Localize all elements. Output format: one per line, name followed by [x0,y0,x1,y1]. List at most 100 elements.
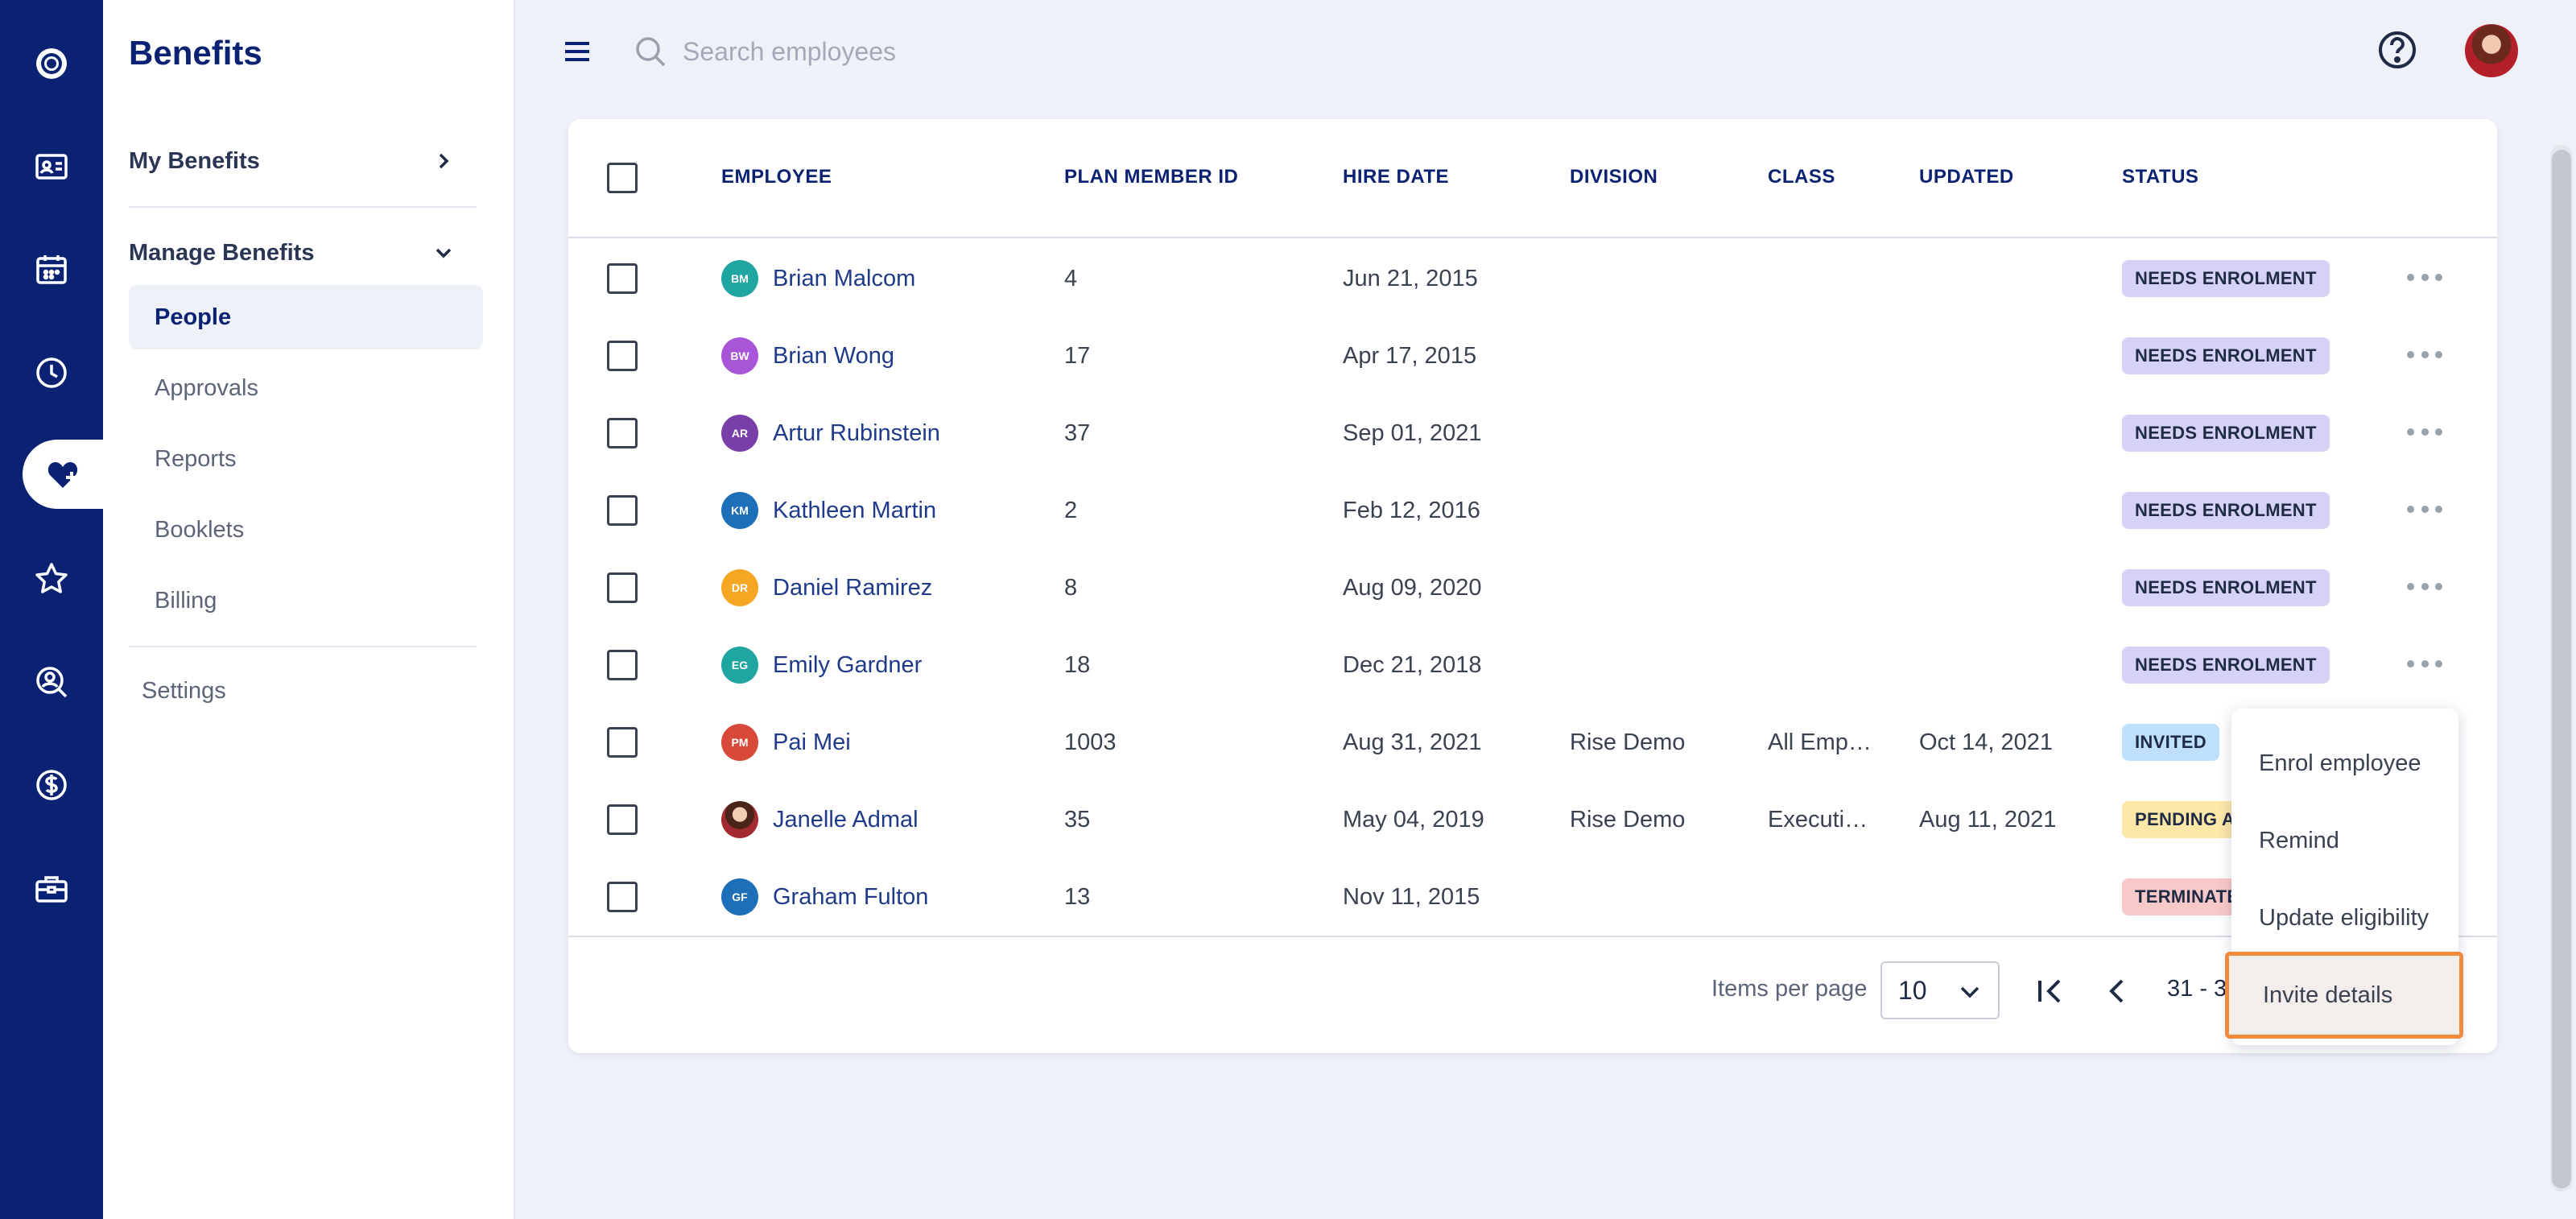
dollar-icon[interactable] [0,749,103,821]
row-checkbox[interactable] [607,572,638,603]
employee-name-link[interactable]: Brian Wong [773,342,894,369]
table-row[interactable]: KM Kathleen Martin 2 Feb 12, 2016 NEEDS ENRO… [568,472,2497,549]
table-row[interactable]: EG Emily Gardner 18 Dec 21, 2018 NEEDS ENROL… [568,626,2497,704]
table-row[interactable]: BW Brian Wong 17 Apr 17, 2015 NEEDS ENROLMEN… [568,317,2497,395]
employee-avatar: AR [721,415,758,452]
employee-name-link[interactable]: Emily Gardner [773,651,923,678]
row-checkbox[interactable] [607,650,638,680]
user-avatar[interactable] [2465,24,2518,77]
menu-item-remind[interactable]: Remind [2259,827,2339,853]
column-header-plan-member-id[interactable]: PLAN MEMBER ID [1064,166,1239,188]
table-row[interactable]: GF Graham Fulton 13 Nov 11, 2015 TERMINATE [568,858,2497,936]
plan-member-id-cell: 13 [1064,883,1091,910]
column-header-division[interactable]: DIVISION [1570,166,1658,188]
employee-cell: DR Daniel Ramirez [721,549,932,626]
dot [2421,583,2429,590]
sidebar-item-settings[interactable]: Settings [142,678,226,704]
status-badge: PENDING A [2122,801,2248,838]
employee-name-link[interactable]: Pai Mei [773,729,851,755]
employee-name-link[interactable]: Brian Malcom [773,265,916,291]
calendar-icon[interactable] [0,233,103,306]
row-checkbox[interactable] [607,418,638,448]
scrollbar-thumb[interactable] [2552,150,2571,1188]
dot [2435,428,2442,436]
table-row[interactable]: BM Brian Malcom 4 Jun 21, 2015 NEEDS ENROLME… [568,240,2497,317]
first-page-icon[interactable] [2033,974,2069,1008]
nav-divider [129,646,477,647]
status-cell: INVITED [2122,704,2219,781]
dot [2407,428,2414,436]
sidebar-item-people[interactable]: People [129,285,483,349]
column-header-status[interactable]: STATUS [2122,166,2199,188]
menu-item-enrol-employee[interactable]: Enrol employee [2259,750,2421,776]
help-icon[interactable] [2376,29,2418,71]
star-icon[interactable] [0,543,103,615]
plan-member-id-cell: 2 [1064,497,1078,523]
status-cell: NEEDS ENROLMENT [2122,472,2330,549]
benefits-heart-icon[interactable] [23,440,103,509]
people-search-icon[interactable] [0,646,103,718]
employee-name-link[interactable]: Kathleen Martin [773,497,937,523]
logo-icon[interactable] [0,27,103,100]
employee-avatar: DR [721,569,758,606]
select-all-checkbox[interactable] [607,163,638,193]
employee-cell: PM Pai Mei [721,704,851,781]
dot [2407,660,2414,667]
updated-cell: Aug 11, 2021 [1919,806,2057,833]
status-cell: NEEDS ENROLMENT [2122,626,2330,704]
employee-name-link[interactable]: Daniel Ramirez [773,574,933,601]
id-card-icon[interactable] [0,130,103,203]
items-per-page-select[interactable]: 10 [1880,961,2000,1019]
menu-item-invite-details[interactable]: Invite details [2225,952,2463,1039]
row-checkbox[interactable] [607,727,638,758]
column-header-class[interactable]: CLASS [1768,166,1835,188]
row-checkbox[interactable] [607,804,638,835]
table-row[interactable]: Janelle Admal 35 May 04, 2019 Rise Demo Exec… [568,781,2497,858]
menu-item-update-eligibility[interactable]: Update eligibility [2259,904,2429,931]
row-checkbox[interactable] [607,263,638,294]
toolbox-icon[interactable] [0,852,103,924]
table-row[interactable]: PM Pai Mei 1003 Aug 31, 2021 Rise Demo All Em… [568,704,2497,781]
employee-name-link[interactable]: Artur Rubinstein [773,419,940,446]
table-row[interactable]: DR Daniel Ramirez 8 Aug 09, 2020 NEEDS ENROL… [568,549,2497,626]
plan-member-id-cell: 17 [1064,342,1091,369]
plan-member-id-cell: 18 [1064,651,1091,678]
hire-date-cell: Aug 31, 2021 [1343,729,1482,755]
column-header-employee[interactable]: EMPLOYEE [721,166,832,188]
previous-page-icon[interactable] [2103,974,2130,1008]
clock-icon[interactable] [0,337,103,409]
more-actions-icon[interactable] [2407,583,2442,593]
nav-group-my-benefits[interactable]: My Benefits [129,137,454,185]
status-badge: NEEDS ENROLMENT [2122,337,2330,374]
side-navigation: Benefits My Benefits Manage Benefits Peo… [103,0,515,1219]
more-actions-icon[interactable] [2407,351,2442,361]
plan-member-id-cell: 8 [1064,574,1078,601]
row-checkbox[interactable] [607,495,638,526]
row-checkbox[interactable] [607,882,638,912]
more-actions-icon[interactable] [2407,506,2442,515]
employee-cell: EG Emily Gardner [721,626,922,704]
more-actions-icon[interactable] [2407,428,2442,438]
sidebar-item-booklets[interactable]: Booklets [155,516,245,543]
more-actions-icon[interactable] [2407,274,2442,283]
employee-name-link[interactable]: Janelle Admal [773,806,919,833]
status-cell: NEEDS ENROLMENT [2122,240,2330,317]
column-header-hire-date[interactable]: HIRE DATE [1343,166,1450,188]
hire-date-cell: May 04, 2019 [1343,806,1484,833]
dot [2435,506,2442,513]
hire-date-cell: Apr 17, 2015 [1343,342,1477,369]
row-checkbox[interactable] [607,341,638,371]
sidebar-item-approvals[interactable]: Approvals [155,374,258,401]
column-header-updated[interactable]: UPDATED [1919,166,2014,188]
more-actions-icon[interactable] [2407,660,2442,670]
hamburger-menu-icon[interactable] [559,35,597,68]
sidebar-item-reports[interactable]: Reports [155,445,237,472]
plan-member-id-cell: 1003 [1064,729,1117,755]
table-row[interactable]: AR Artur Rubinstein 37 Sep 01, 2021 NEEDS EN… [568,395,2497,472]
nav-group-label: My Benefits [129,147,260,174]
employee-avatar: GF [721,878,758,915]
employee-name-link[interactable]: Graham Fulton [773,883,929,910]
sidebar-item-billing[interactable]: Billing [155,587,217,614]
search-input[interactable] [683,29,1327,74]
nav-group-manage-benefits[interactable]: Manage Benefits [129,229,454,277]
